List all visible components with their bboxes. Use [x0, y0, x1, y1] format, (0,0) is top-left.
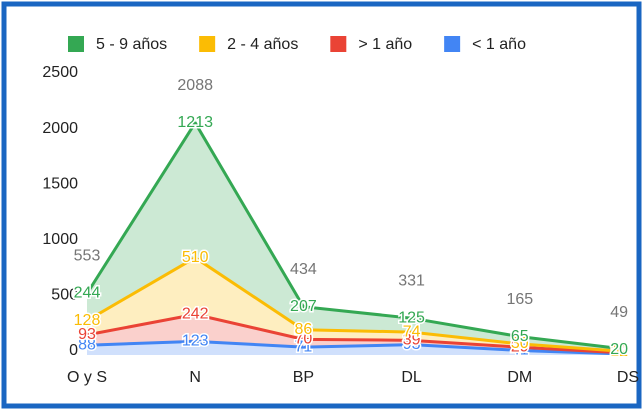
data-label: 123	[182, 333, 209, 350]
legend-swatch	[444, 36, 461, 52]
data-label: 242	[182, 306, 209, 323]
data-label: 20	[610, 341, 628, 358]
x-tick-label: DS	[617, 369, 639, 386]
legend-label: > 1 año	[358, 36, 412, 53]
data-label: 65	[511, 328, 529, 345]
legend-swatch	[330, 36, 347, 52]
data-label: 29	[511, 338, 529, 355]
area-fill	[87, 341, 628, 355]
data-label: 93	[403, 336, 421, 353]
data-label: 12	[610, 343, 628, 360]
data-label: 1213	[177, 114, 213, 131]
data-label: 8	[619, 345, 628, 362]
data-label: 70	[295, 331, 313, 348]
y-tick-label: 1000	[42, 231, 78, 248]
data-label: 244	[74, 285, 101, 302]
data-label: 74	[403, 323, 421, 340]
data-label: 93	[78, 326, 96, 343]
series-line	[86, 312, 629, 355]
area-fill	[87, 257, 628, 354]
y-tick-label: 1500	[42, 175, 78, 192]
legend-swatch	[199, 36, 216, 52]
x-tick-label: DL	[401, 369, 422, 386]
total-label: 434	[290, 261, 317, 278]
legend-label: < 1 año	[472, 36, 526, 53]
data-label: 128	[74, 312, 101, 329]
data-label: 510	[182, 249, 209, 266]
x-tick-label: O y S	[67, 369, 107, 386]
data-label: 125	[398, 309, 425, 326]
data-label: 39	[403, 332, 421, 349]
total-label: 165	[506, 291, 533, 308]
total-label: 49	[610, 304, 628, 321]
y-tick-label: 0	[69, 342, 78, 359]
legend-swatch	[68, 36, 84, 52]
y-tick-label: 2500	[42, 64, 78, 81]
data-label: 9	[619, 344, 628, 361]
x-tick-label: N	[189, 369, 201, 386]
data-label: 88	[78, 336, 96, 353]
legend-label: 2 - 4 años	[227, 36, 298, 53]
y-tick-label: 500	[51, 287, 78, 304]
series-line	[86, 255, 629, 354]
data-label: 71	[295, 338, 313, 355]
total-label: 553	[74, 248, 101, 265]
data-label: 30	[511, 335, 529, 352]
data-label: 41	[511, 342, 529, 359]
labels: 0 500 1000 1500 2000 2500 O y S N BP DL DM DS 5 - 9 …	[42, 36, 639, 386]
total-label: 331	[398, 272, 425, 289]
area-fill	[87, 122, 628, 352]
area-fill	[87, 314, 628, 355]
x-tick-label: BP	[293, 369, 314, 386]
areas	[87, 122, 628, 355]
data-label: 207	[290, 298, 317, 315]
series-line	[86, 339, 629, 356]
data-label: 86	[295, 321, 313, 338]
total-label: 2088	[177, 77, 213, 94]
x-tick-label: DM	[507, 369, 532, 386]
legend-label: 5 - 9 años	[96, 36, 167, 53]
series-line	[85, 119, 629, 352]
y-tick-label: 2000	[42, 120, 78, 137]
